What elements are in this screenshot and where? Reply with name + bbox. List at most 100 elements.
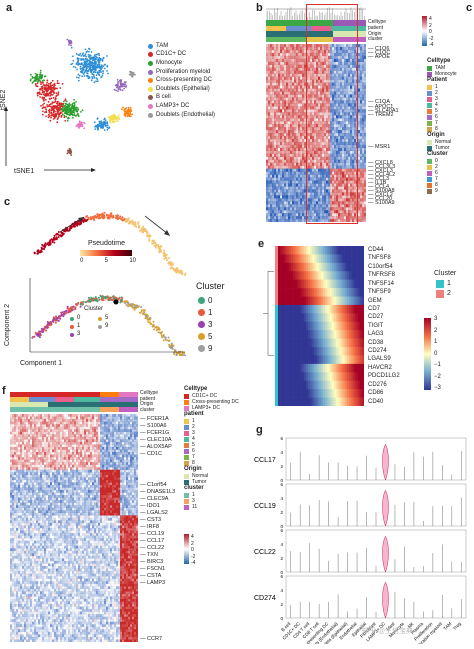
b-heat-cell [358,89,360,92]
b-heat-cell [360,136,362,139]
panel-c-top-label: c [466,2,472,14]
b-heat-cell [362,154,364,157]
trajectory-cell [131,222,133,224]
b-heat-cell [280,133,282,136]
b-heat-cell [288,53,290,56]
b-heat-cell [282,62,284,65]
tsne-point [104,129,106,131]
b-heat-cell [298,124,300,127]
b-heat-cell [282,142,284,145]
b-heat-cell [300,163,302,166]
tsne-point [95,80,97,82]
b-heat-cell [272,136,274,139]
b-heat-cell [284,192,286,195]
b-heat-cell [294,89,296,92]
tsne-point [117,120,119,122]
tsne-point [94,65,96,67]
b-heat-cell [276,154,278,157]
tsne-point [94,121,96,123]
b-heat-cell [358,121,360,124]
tsne-point [110,122,112,124]
trajectory-cell [158,246,160,248]
tsne-point [96,78,98,80]
b-heat-cell [288,189,290,192]
b-heat-cell [274,157,276,160]
tsne-point [60,106,62,108]
b-heat-cell [268,207,270,210]
b-heat-cell [294,56,296,59]
b-heat-cell [364,50,366,53]
b-heat-cell [274,142,276,145]
b-heat-cell [362,127,364,130]
b-heat-cell [284,109,286,112]
tsne-point [88,69,90,71]
b-heat-cell [362,83,364,86]
b-heat-cell [298,50,300,53]
b-heat-cell [300,178,302,181]
b-heat-cell [288,175,290,178]
b-heat-cell [282,210,284,213]
trajectory-cell [45,242,47,244]
b-heat-cell [280,97,282,100]
b-heat-cell [278,195,280,198]
tsne-point [88,48,90,50]
b-heat-cell [278,65,280,68]
b-heat-cell [266,133,268,136]
trajectory-arrowhead-right [164,230,170,236]
b-heat-cell [360,169,362,172]
tsne-point [81,72,83,74]
b-heat-cell [274,169,276,172]
b-heat-cell [276,127,278,130]
trajectory-cell [98,214,100,216]
b-heat-cell [284,115,286,118]
b-heat-cell [288,198,290,201]
b-heat-cell [290,86,292,89]
b-heat-cell [292,192,294,195]
b-heat-cell [274,47,276,50]
tsne-point [39,80,41,82]
b-heat-cell [364,142,366,145]
b-heat-cell [278,124,280,127]
b-heat-cell [300,127,302,130]
b-heat-cell [272,47,274,50]
b-heat-cell [290,163,292,166]
b-heat-cell [360,207,362,210]
b-heat-cell [364,148,366,151]
b-heat-cell [280,180,282,183]
b-heat-cell [290,216,292,219]
b-cluster-swatch [427,189,432,194]
b-heat-cell [270,169,272,172]
tsne-point [112,116,114,118]
b-heat-cell [294,216,296,219]
tsne-point [91,51,93,53]
trajectory-cell [170,263,172,265]
b-heat-cell [360,103,362,106]
b-heat-cell [268,163,270,166]
b-heat-cell [296,74,298,77]
tsne-point [48,83,50,85]
tsne-point [75,101,77,103]
b-heat-cell [298,94,300,97]
b-heat-cell [294,44,296,47]
b-heat-cell [270,145,272,148]
tsne-point [118,86,120,88]
trajectory-cell [128,217,130,219]
trajectory-cell [80,222,82,224]
tsne-point [93,56,95,58]
b-heat-cell [296,65,298,68]
b-heat-cell [288,62,290,65]
b-heat-cell [272,133,274,136]
b-heat-cell [300,180,302,183]
b-heat-cell [364,178,366,181]
b-heat-cell [278,91,280,94]
b-heat-cell [292,136,294,139]
tsne-point [108,126,110,128]
b-heat-cell [364,145,366,148]
b-heat-cell [292,112,294,115]
b-heat-cell [298,65,300,68]
b-heat-cell [276,80,278,83]
b-heat-cell [294,154,296,157]
b-heat-cell [270,189,272,192]
b-heat-cell [278,77,280,80]
b-patient-swatch [427,91,432,96]
